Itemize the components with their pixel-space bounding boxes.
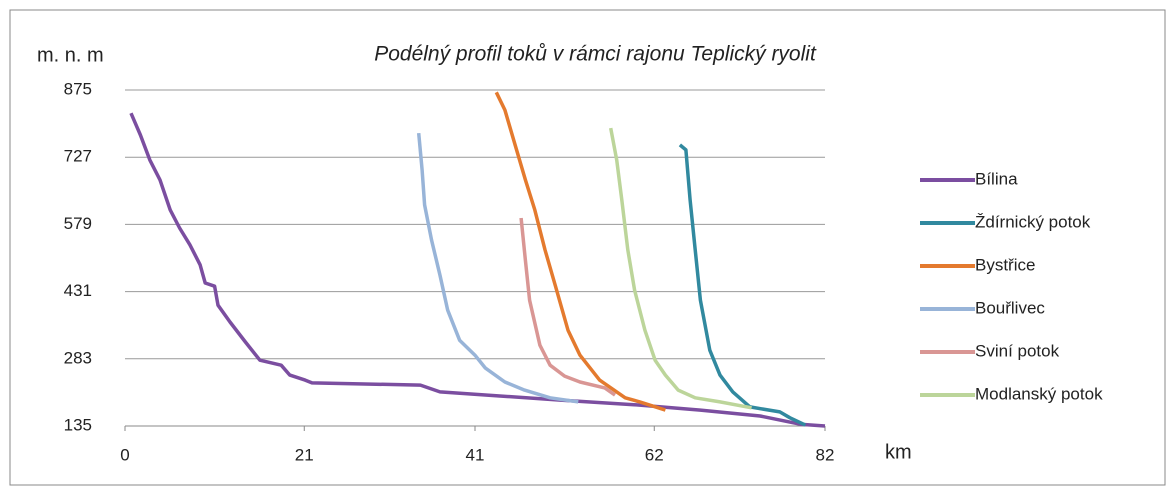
series-line (678, 143, 807, 427)
legend-label: Bystřice (975, 255, 1035, 274)
x-tick-label: 82 (816, 445, 835, 464)
x-tick-label: 41 (466, 445, 485, 464)
chart-border (9, 9, 1166, 486)
y-tick-label: 579 (64, 214, 92, 233)
legend-label: Sviní potok (975, 341, 1060, 360)
chart-title: Podélný profil toků v rámci rajonu Tepli… (374, 43, 817, 66)
legend-label: Bílina (975, 169, 1018, 188)
y-tick-label: 283 (64, 348, 92, 367)
series-line (608, 127, 752, 410)
y-tick-label: 431 (64, 281, 92, 300)
x-tick-label: 62 (645, 445, 664, 464)
x-tick-label: 21 (295, 445, 314, 464)
legend-label: Bouřlivec (975, 298, 1045, 317)
x-tick-label: 0 (120, 445, 129, 464)
y-tick-label: 875 (64, 79, 92, 98)
series-line (129, 112, 826, 428)
x-axis-label: km (885, 441, 912, 463)
y-tick-label: 135 (64, 415, 92, 434)
legend-label: Modlanský potok (975, 384, 1103, 403)
series-line (494, 91, 666, 412)
y-tick-label: 727 (64, 147, 92, 166)
series-line (519, 217, 617, 397)
series-line (416, 132, 579, 404)
y-axis-label: m. n. m (37, 44, 104, 66)
legend-label: Ždírnický potok (975, 212, 1091, 231)
